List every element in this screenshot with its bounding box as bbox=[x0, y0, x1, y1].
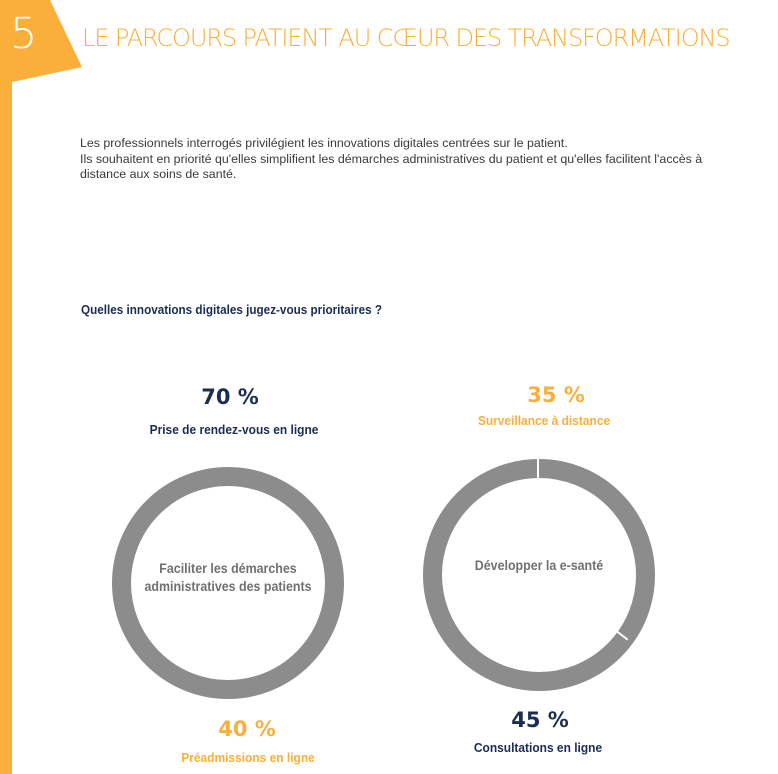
left-accent-bar bbox=[0, 82, 12, 774]
stat-surveillance-value: 35 % bbox=[527, 383, 585, 407]
section-number: 5 bbox=[10, 9, 38, 59]
ring-administrative-text: Faciliter les démarches administratives … bbox=[144, 561, 312, 594]
section-badge bbox=[0, 0, 82, 82]
section-title: LE PARCOURS PATIENT AU CŒUR DES TRANSFOR… bbox=[82, 24, 731, 52]
stat-preadmissions-value: 40 % bbox=[218, 717, 276, 741]
stat-consultations-value: 45 % bbox=[511, 708, 569, 732]
ring-divider-top bbox=[537, 459, 539, 478]
ring-e-sante bbox=[423, 459, 655, 691]
intro-line-1: Les professionnels interrogés privilégie… bbox=[80, 136, 568, 150]
stat-preadmissions-label: Préadmissions en ligne bbox=[181, 750, 315, 765]
stat-surveillance-label: Surveillance à distance bbox=[477, 413, 611, 428]
stat-consultations-label: Consultations en ligne bbox=[473, 740, 603, 755]
stat-rendezvous-label: Prise de rendez-vous en ligne bbox=[149, 422, 319, 437]
survey-question: Quelles innovations digitales jugez-vous… bbox=[81, 302, 383, 317]
stat-rendezvous-value: 70 % bbox=[201, 385, 259, 409]
intro-text: Les professionnels interrogés privilégie… bbox=[80, 136, 740, 183]
intro-line-2: Ils souhaitent en priorité qu'elles simp… bbox=[80, 151, 703, 182]
ring-e-sante-text: Développer la e-santé bbox=[474, 558, 604, 573]
